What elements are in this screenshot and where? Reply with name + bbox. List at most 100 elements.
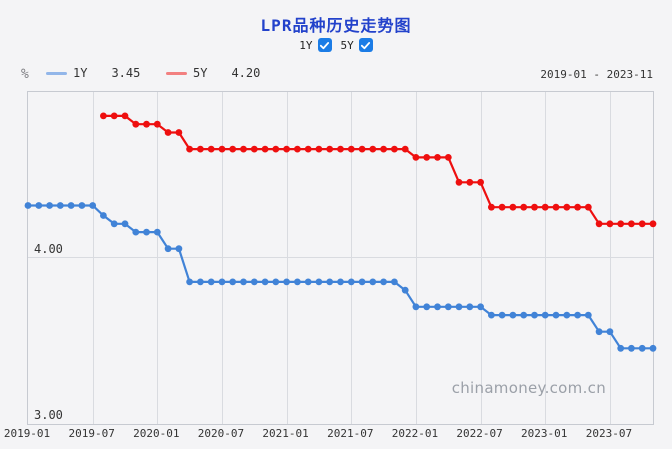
data-point-5y[interactable] xyxy=(574,203,581,211)
data-point-1y[interactable] xyxy=(434,303,441,311)
data-point-1y[interactable] xyxy=(638,344,646,352)
data-point-5y[interactable] xyxy=(143,120,150,128)
data-point-1y[interactable] xyxy=(250,278,258,286)
data-point-5y[interactable] xyxy=(488,203,495,211)
data-point-1y[interactable] xyxy=(110,220,118,228)
data-point-5y[interactable] xyxy=(369,145,377,153)
data-point-1y[interactable] xyxy=(391,278,398,286)
data-point-5y[interactable] xyxy=(326,145,334,153)
data-point-1y[interactable] xyxy=(294,278,301,286)
data-point-1y[interactable] xyxy=(24,202,32,209)
data-point-1y[interactable] xyxy=(35,202,43,209)
data-point-1y[interactable] xyxy=(89,202,97,209)
data-point-1y[interactable] xyxy=(337,278,344,286)
data-point-1y[interactable] xyxy=(488,311,495,319)
data-point-1y[interactable] xyxy=(46,202,53,209)
toggle-1y[interactable]: 1Y xyxy=(299,38,332,52)
data-point-1y[interactable] xyxy=(649,344,657,352)
data-point-5y[interactable] xyxy=(218,145,226,153)
data-point-5y[interactable] xyxy=(261,145,269,153)
data-point-5y[interactable] xyxy=(337,145,344,153)
data-point-1y[interactable] xyxy=(595,328,603,336)
data-point-5y[interactable] xyxy=(100,112,107,120)
data-point-5y[interactable] xyxy=(477,178,484,186)
checkbox-5y-checked-icon[interactable] xyxy=(358,38,373,52)
data-point-5y[interactable] xyxy=(638,220,646,228)
data-point-5y[interactable] xyxy=(423,154,431,161)
data-point-1y[interactable] xyxy=(401,286,409,294)
data-point-1y[interactable] xyxy=(261,278,269,286)
data-point-1y[interactable] xyxy=(218,278,226,286)
toggle-5y[interactable]: 5Y xyxy=(341,38,373,52)
data-point-1y[interactable] xyxy=(520,311,528,319)
data-point-1y[interactable] xyxy=(531,311,538,319)
data-point-1y[interactable] xyxy=(541,311,549,319)
data-point-1y[interactable] xyxy=(347,278,355,286)
data-point-5y[interactable] xyxy=(401,145,409,153)
data-point-5y[interactable] xyxy=(294,145,301,153)
data-point-1y[interactable] xyxy=(175,245,183,253)
data-point-5y[interactable] xyxy=(153,120,161,128)
data-point-5y[interactable] xyxy=(229,145,237,153)
data-point-1y[interactable] xyxy=(315,278,323,286)
data-point-5y[interactable] xyxy=(391,145,398,153)
legend-item-5y[interactable]: 5Y 4.20 xyxy=(166,66,260,80)
data-point-1y[interactable] xyxy=(121,220,129,228)
data-point-1y[interactable] xyxy=(498,311,506,319)
data-point-5y[interactable] xyxy=(186,145,194,153)
data-point-1y[interactable] xyxy=(186,278,194,286)
data-point-1y[interactable] xyxy=(584,311,592,319)
data-point-5y[interactable] xyxy=(434,154,441,161)
data-point-5y[interactable] xyxy=(520,203,528,211)
data-point-5y[interactable] xyxy=(283,145,290,153)
data-point-5y[interactable] xyxy=(132,120,140,128)
data-point-5y[interactable] xyxy=(509,203,517,211)
data-point-1y[interactable] xyxy=(132,228,140,236)
data-point-5y[interactable] xyxy=(175,129,183,136)
data-point-5y[interactable] xyxy=(606,220,614,228)
data-point-1y[interactable] xyxy=(628,344,635,352)
data-point-5y[interactable] xyxy=(541,203,549,211)
data-point-1y[interactable] xyxy=(100,212,107,219)
data-point-5y[interactable] xyxy=(563,203,571,211)
data-point-5y[interactable] xyxy=(197,145,204,153)
data-point-1y[interactable] xyxy=(412,303,420,311)
data-point-5y[interactable] xyxy=(164,129,172,136)
data-point-1y[interactable] xyxy=(197,278,204,286)
data-point-5y[interactable] xyxy=(628,220,635,228)
legend-item-1y[interactable]: 1Y 3.45 xyxy=(46,66,140,80)
data-point-1y[interactable] xyxy=(380,278,387,286)
data-point-1y[interactable] xyxy=(563,311,571,319)
data-point-1y[interactable] xyxy=(509,311,517,319)
data-point-1y[interactable] xyxy=(369,278,377,286)
data-point-5y[interactable] xyxy=(347,145,355,153)
data-point-1y[interactable] xyxy=(207,278,215,286)
data-point-1y[interactable] xyxy=(606,328,614,336)
data-point-5y[interactable] xyxy=(358,145,366,153)
data-point-1y[interactable] xyxy=(272,278,280,286)
data-point-1y[interactable] xyxy=(283,278,290,286)
data-point-5y[interactable] xyxy=(240,145,247,153)
data-point-1y[interactable] xyxy=(229,278,237,286)
data-point-1y[interactable] xyxy=(617,344,625,352)
data-point-1y[interactable] xyxy=(67,202,75,209)
data-point-1y[interactable] xyxy=(326,278,334,286)
data-point-5y[interactable] xyxy=(207,145,215,153)
data-point-1y[interactable] xyxy=(455,303,463,311)
data-point-5y[interactable] xyxy=(272,145,280,153)
data-point-1y[interactable] xyxy=(164,245,172,253)
data-point-1y[interactable] xyxy=(78,202,86,209)
data-point-1y[interactable] xyxy=(143,228,150,236)
data-point-1y[interactable] xyxy=(466,303,474,311)
data-point-1y[interactable] xyxy=(240,278,247,286)
data-point-5y[interactable] xyxy=(380,145,387,153)
data-point-5y[interactable] xyxy=(617,220,625,228)
data-point-1y[interactable] xyxy=(304,278,312,286)
data-point-5y[interactable] xyxy=(595,220,603,228)
data-point-1y[interactable] xyxy=(444,303,452,311)
data-point-5y[interactable] xyxy=(250,145,258,153)
data-point-5y[interactable] xyxy=(444,154,452,161)
data-point-5y[interactable] xyxy=(315,145,323,153)
data-point-1y[interactable] xyxy=(358,278,366,286)
data-point-1y[interactable] xyxy=(423,303,431,311)
